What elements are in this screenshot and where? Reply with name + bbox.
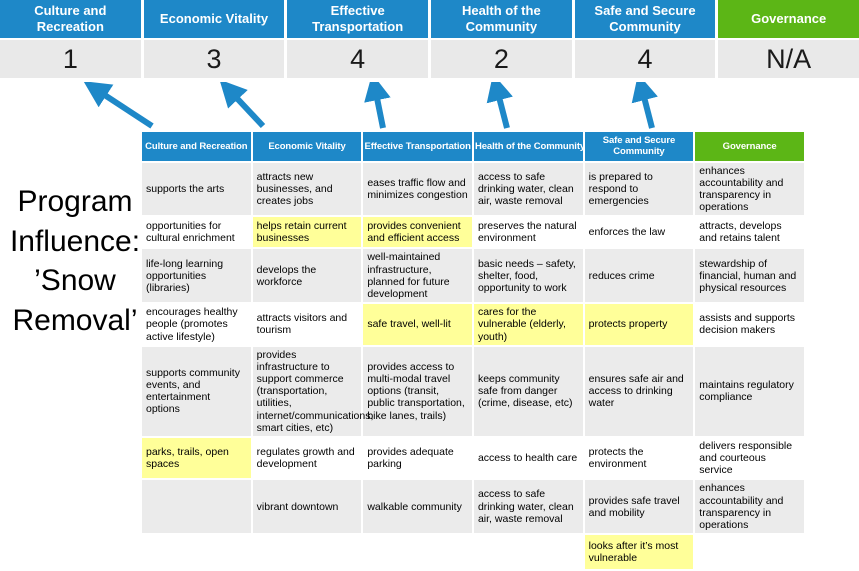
matrix-cell: preserves the natural environment	[473, 217, 583, 248]
matrix-cell: provides access to multi-modal travel op…	[363, 346, 472, 436]
matrix-cell: stewardship of financial, human and phys…	[695, 249, 804, 303]
matrix-cell: protects property	[584, 304, 694, 345]
up-arrow-icon	[219, 82, 266, 129]
summary-column: Governance N/A	[718, 0, 859, 78]
summary-column-label: Safe and Secure Community	[574, 0, 716, 38]
matrix-cell: enforces the law	[584, 217, 694, 248]
priorities-matrix: Culture and Recreation Economic Vitality E…	[140, 130, 806, 571]
matrix-cell: basic needs – safety, shelter, food, opp…	[473, 249, 583, 303]
matrix-cell	[363, 535, 472, 570]
matrix-column-header: Safe and Secure Community	[584, 132, 694, 161]
matrix-cell: protects the environment	[584, 437, 694, 479]
matrix-column-header: Economic Vitality	[252, 132, 362, 161]
up-arrow-icon	[83, 82, 154, 129]
matrix-cell: access to safe drinking water, clean air…	[473, 480, 583, 534]
matrix-cell: parks, trails, open spaces	[142, 437, 251, 479]
matrix-cell	[142, 535, 251, 570]
summary-band: Culture and Recreation 1 Economic Vitality…	[0, 0, 859, 78]
up-arrow-icon	[486, 82, 513, 129]
matrix-cell	[142, 480, 251, 534]
matrix-column-header: Governance	[695, 132, 804, 161]
matrix-cell: ensures safe air and access to drinking …	[584, 346, 694, 436]
matrix-cell	[473, 535, 583, 570]
summary-score: N/A	[718, 40, 859, 78]
matrix-body: supports the arts attracts new businesses…	[142, 162, 804, 570]
matrix-cell: looks after it’s most vulnerable	[584, 535, 694, 570]
matrix-cell: well-maintained infrastructure, planned …	[363, 249, 472, 303]
matrix-cell: provides safe travel and mobility	[584, 480, 694, 534]
table-row: vibrant downtown walkable community access…	[142, 480, 804, 534]
matrix-cell: cares for the vulnerable (elderly, youth…	[473, 304, 583, 345]
arrows-overlay	[83, 82, 658, 129]
matrix-cell: keeps community safe from danger (crime,…	[473, 346, 583, 436]
matrix-cell: regulates growth and development	[252, 437, 362, 479]
matrix-cell: access to health care	[473, 437, 583, 479]
summary-column-label: Economic Vitality	[143, 0, 285, 38]
table-row: supports community events, and entertain…	[142, 346, 804, 436]
up-arrow-icon	[631, 82, 658, 129]
matrix-cell: enhances accountability and transparency…	[695, 480, 804, 534]
summary-score: 1	[0, 40, 141, 78]
summary-column-label: Health of the Community	[431, 0, 572, 38]
matrix-cell: attracts new businesses, and creates job…	[252, 162, 362, 216]
matrix-cell: maintains regulatory compliance	[695, 346, 804, 436]
matrix-cell: helps retain current businesses	[252, 217, 362, 248]
summary-score: 4	[287, 40, 428, 78]
table-row: parks, trails, open spaces regulates grow…	[142, 437, 804, 479]
matrix-header-row: Culture and Recreation Economic Vitality E…	[142, 132, 804, 161]
matrix-cell: assists and supports decision makers	[695, 304, 804, 345]
summary-score: 3	[143, 40, 285, 78]
matrix-cell: opportunities for cultural enrichment	[142, 217, 251, 248]
matrix-cell: vibrant downtown	[252, 480, 362, 534]
matrix-cell: is prepared to respond to emergencies	[584, 162, 694, 216]
matrix-cell: develops the workforce	[252, 249, 362, 303]
table-row: looks after it’s most vulnerable	[142, 535, 804, 570]
summary-column: Culture and Recreation 1	[0, 0, 141, 78]
table-row: opportunities for cultural enrichment hel…	[142, 217, 804, 248]
matrix-cell: walkable community	[363, 480, 472, 534]
matrix-cell: provides infrastructure to support comme…	[252, 346, 373, 436]
matrix-cell	[695, 535, 804, 570]
summary-column: Health of the Community 2	[431, 0, 572, 78]
summary-column-label: Culture and Recreation	[0, 0, 141, 38]
matrix-column-header: Effective Transportation	[363, 132, 472, 161]
matrix-cell: supports community events, and entertain…	[142, 346, 251, 436]
program-influence-title: Program Influence: ’Snow Removal’	[9, 185, 141, 337]
summary-column-label: Effective Transportation	[287, 0, 428, 38]
table-row: encourages healthy people (promotes acti…	[142, 304, 804, 345]
matrix-cell: encourages healthy people (promotes acti…	[142, 304, 251, 345]
matrix-cell: attracts, develops and retains talent	[695, 217, 804, 248]
matrix-cell: attracts visitors and tourism	[252, 304, 362, 345]
table-row: life-long learning opportunities (librar…	[142, 249, 804, 303]
summary-score: 4	[574, 40, 716, 78]
table-row: supports the arts attracts new businesses…	[142, 162, 804, 216]
matrix-cell: provides adequate parking	[363, 437, 472, 479]
matrix-cell: reduces crime	[584, 249, 694, 303]
matrix-column-header: Health of the Community	[473, 132, 583, 161]
matrix-cell: life-long learning opportunities (librar…	[142, 249, 251, 303]
matrix-cell: provides convenient and efficient access	[363, 217, 472, 248]
matrix-cell	[252, 535, 362, 570]
matrix-cell: safe travel, well-lit	[363, 304, 472, 345]
summary-column: Effective Transportation 4	[287, 0, 428, 78]
matrix-cell: eases traffic flow and minimizes congest…	[363, 162, 472, 216]
matrix-cell: delivers responsible and courteous servi…	[695, 437, 804, 479]
summary-column-label: Governance	[718, 0, 859, 38]
summary-score: 2	[431, 40, 572, 78]
summary-column: Safe and Secure Community 4	[574, 0, 716, 78]
matrix-cell: supports the arts	[142, 162, 251, 216]
matrix-cell: access to safe drinking water, clean air…	[473, 162, 583, 216]
matrix-column-header: Culture and Recreation	[142, 132, 251, 161]
up-arrow-icon	[364, 82, 391, 129]
matrix-cell: enhances accountability and transparency…	[695, 162, 804, 216]
summary-column: Economic Vitality 3	[143, 0, 285, 78]
